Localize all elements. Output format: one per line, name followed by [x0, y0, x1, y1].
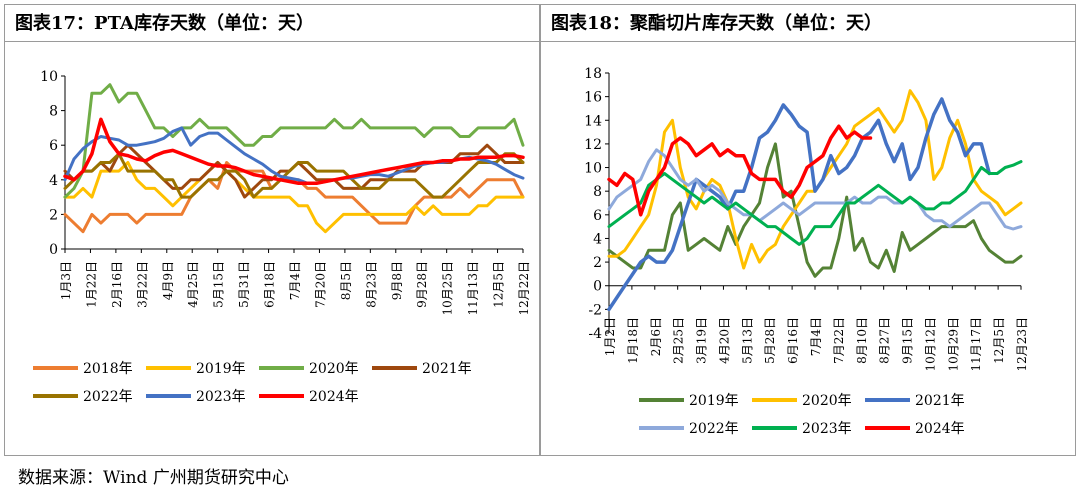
- chart-panel-polyester-chips: 图表18：聚酯切片库存天数（单位：天） -4 -2 0 2 4 6 8 10 12 14 16 18 1…: [540, 4, 1076, 456]
- chart-title: 图表17：PTA库存天数（单位：天）: [5, 5, 539, 42]
- x-tick-label: 5月13日: [740, 317, 754, 364]
- series-line-2024年: [63, 117, 525, 186]
- y-tick-label: 14: [584, 113, 602, 129]
- y-tick-label: 12: [584, 137, 602, 153]
- x-tick-label: 4月9日: [161, 261, 175, 300]
- y-tick-label: 0: [593, 279, 602, 295]
- y-tick-label: 8: [49, 104, 58, 120]
- data-source-note: 数据来源：Wind 广州期货研究中心: [18, 468, 289, 488]
- x-tick-label: 4月25日: [186, 261, 200, 308]
- x-tick-label: 5月28日: [763, 317, 777, 364]
- x-tick-label: 6月18日: [263, 261, 277, 308]
- x-tick-label: 8月10日: [855, 317, 869, 364]
- x-tick-label: 8月23日: [364, 261, 378, 308]
- chart-title: 图表18：聚酯切片库存天数（单位：天）: [541, 5, 1075, 42]
- x-tick-label: 12月5日: [492, 261, 506, 308]
- y-tick-label: 8: [593, 184, 602, 200]
- legend-label: 2023年: [802, 421, 852, 437]
- x-tick-label: 11月13日: [466, 261, 480, 316]
- y-tick-label: 6: [593, 208, 602, 224]
- x-tick-label: 3月22日: [135, 261, 149, 308]
- legend-label: 2023年: [196, 389, 246, 405]
- polyester-chip-inventory-chart: -4 -2 0 2 4 6 8 10 12 14 16 18 1月2日 1月18日 2月6日 2月25日 3月1…: [584, 66, 1029, 437]
- x-tick-label: 9月8日: [390, 261, 404, 300]
- x-tick-label: 5月15日: [212, 261, 226, 308]
- x-tick-label: 6月16日: [786, 317, 800, 364]
- x-tick-label: 1月2日: [603, 317, 617, 356]
- series-line-2022年: [63, 152, 525, 199]
- y-tick-label: 18: [584, 66, 602, 82]
- y-tick-label: 10: [40, 69, 58, 85]
- chart-panel-pta: 图表17：PTA库存天数（单位：天） 0 2 4 6 8 10 1月3日 1月22日 2月16日…: [4, 4, 540, 456]
- x-tick-label: 1月3日: [59, 261, 73, 300]
- x-tick-label: 12月22日: [517, 261, 531, 316]
- legend-label: 2021年: [915, 393, 965, 409]
- x-tick-label: 9月28日: [415, 261, 429, 308]
- x-tick-label: 5月31日: [237, 261, 251, 308]
- legend-label: 2020年: [802, 393, 852, 409]
- x-tick-label: 7月4日: [809, 317, 823, 356]
- x-tick-label: 4月20日: [717, 317, 731, 364]
- x-tick-label: 12月23日: [1015, 317, 1029, 372]
- legend-label: 2022年: [689, 421, 739, 437]
- x-tick-label: 10月25日: [441, 261, 455, 316]
- y-tick-label: 10: [584, 161, 602, 177]
- x-tick-label: 12月5日: [992, 317, 1006, 364]
- pta-inventory-chart: 0 2 4 6 8 10 1月3日 1月22日 2月16日 3月22日 4月9日 4月25日 5月15日…: [33, 69, 531, 405]
- x-tick-label: 2月6日: [649, 317, 663, 356]
- x-tick-label: 2月16日: [110, 261, 124, 308]
- legend-label: 2024年: [309, 389, 359, 405]
- y-tick-label: 4: [593, 231, 602, 247]
- series-line-2023年: [607, 160, 1023, 246]
- series-line-2024年: [607, 124, 873, 217]
- series-line-2021年: [607, 97, 992, 312]
- x-tick-label: 2月25日: [672, 317, 686, 364]
- x-tick-label: 1月22日: [84, 261, 98, 308]
- y-tick-label: 2: [593, 255, 602, 271]
- legend-label: 2019年: [196, 361, 246, 377]
- legend-label: 2022年: [83, 389, 133, 405]
- y-tick-label: 0: [49, 242, 58, 258]
- y-tick-label: 4: [49, 173, 58, 189]
- series-line-2022年: [607, 148, 1023, 231]
- legend-label: 2021年: [422, 361, 472, 377]
- series-line-2020年: [63, 83, 525, 199]
- x-tick-label: 3月19日: [695, 317, 709, 364]
- y-tick-label: -4: [588, 326, 602, 342]
- legend-label: 2019年: [689, 393, 739, 409]
- x-tick-label: 10月29日: [946, 317, 960, 372]
- x-tick-label: 8月27日: [878, 317, 892, 364]
- x-tick-label: 8月5日: [339, 261, 353, 300]
- legend-label: 2018年: [83, 361, 133, 377]
- series-line-2019年: [63, 161, 525, 234]
- x-tick-label: 7月4日: [288, 261, 302, 300]
- y-tick-label: -2: [588, 302, 602, 318]
- legend-label: 2024年: [915, 421, 965, 437]
- x-tick-label: 7月20日: [313, 261, 327, 308]
- y-tick-label: 16: [584, 90, 602, 106]
- x-tick-label: 11月17日: [969, 317, 983, 372]
- legend-label: 2020年: [309, 361, 359, 377]
- series-line-2019年: [607, 142, 1023, 278]
- x-tick-label: 9月15日: [901, 317, 915, 364]
- x-tick-label: 7月22日: [832, 317, 846, 364]
- y-tick-label: 2: [49, 207, 58, 223]
- x-tick-label: 10月12日: [923, 317, 937, 372]
- x-tick-label: 1月18日: [626, 317, 640, 364]
- y-tick-label: 6: [49, 138, 58, 154]
